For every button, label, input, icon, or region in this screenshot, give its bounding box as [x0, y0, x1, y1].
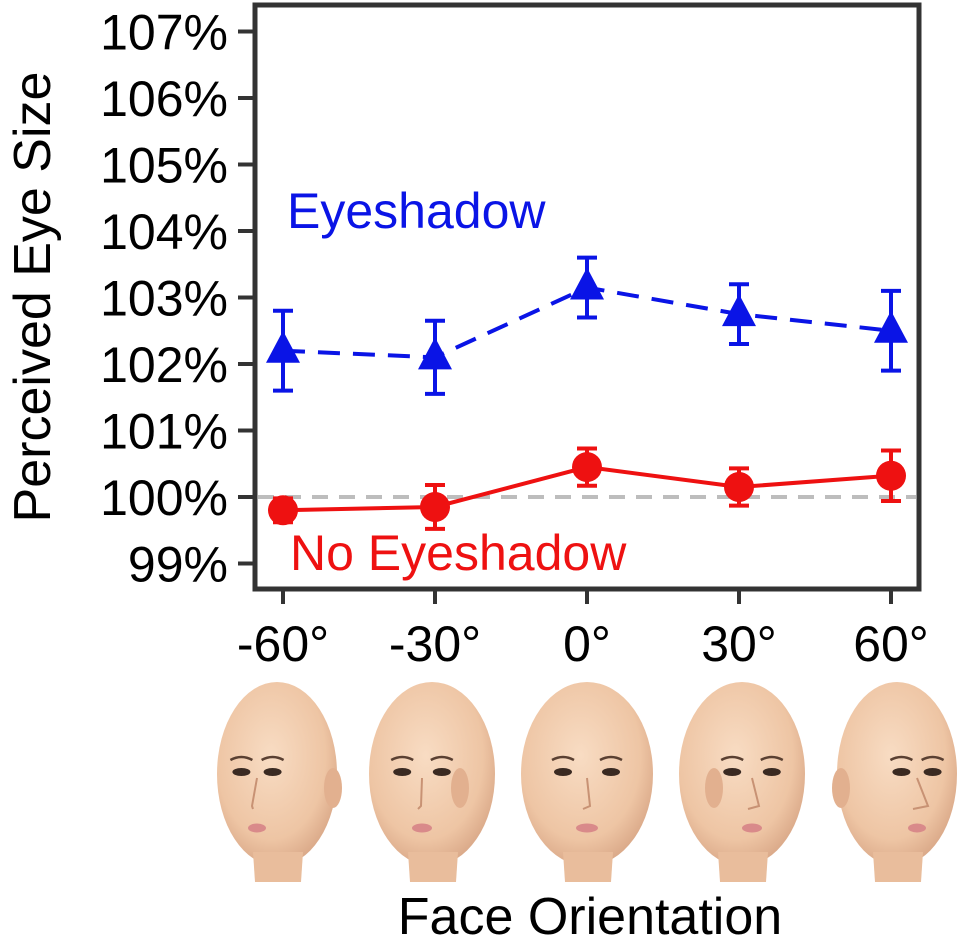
series-0 [266, 255, 908, 396]
data-point [266, 330, 300, 363]
x-tick-label: 0° [563, 616, 611, 672]
data-point [722, 294, 756, 327]
y-axis: 99% 100% 101% 102% 103% 104% 105% 106% 107% [100, 5, 255, 593]
x-tick-label: -30° [389, 616, 481, 672]
data-point [570, 267, 604, 300]
x-tick-label: 30° [701, 616, 777, 672]
y-tick-label: 99% [128, 537, 228, 593]
face-front-icon [521, 682, 653, 882]
y-tick-label: 106% [100, 71, 228, 127]
face-left-30-icon [369, 682, 495, 882]
series-layer [266, 255, 908, 531]
series-label-eyeshadow: Eyeshadow [287, 183, 546, 239]
data-point [420, 491, 450, 522]
y-tick-label: 100% [100, 470, 228, 526]
x-axis-title: Face Orientation [398, 888, 782, 946]
data-point [268, 495, 298, 526]
series-1 [268, 446, 906, 531]
face-images [217, 682, 957, 882]
face-right-30-icon [679, 682, 805, 882]
face-left-60-icon [217, 682, 342, 882]
data-point [572, 452, 602, 483]
face-right-60-icon [832, 682, 957, 882]
x-axis: -60° -30° 0° 30° 60° [237, 589, 929, 672]
data-point [724, 472, 754, 503]
plot-area [252, 2, 922, 592]
data-point [874, 310, 908, 343]
y-axis-title: Perceived Eye Size [4, 72, 62, 523]
x-tick-label: 60° [853, 616, 929, 672]
data-point [876, 460, 906, 491]
x-tick-label: -60° [237, 616, 329, 672]
y-tick-label: 101% [100, 404, 228, 460]
y-tick-label: 105% [100, 138, 228, 194]
series-label-no-eyeshadow: No Eyeshadow [290, 525, 627, 581]
data-point [418, 337, 452, 370]
y-tick-label: 107% [100, 5, 228, 61]
y-tick-label: 104% [100, 204, 228, 260]
y-tick-label: 102% [100, 337, 228, 393]
y-tick-label: 103% [100, 271, 228, 327]
